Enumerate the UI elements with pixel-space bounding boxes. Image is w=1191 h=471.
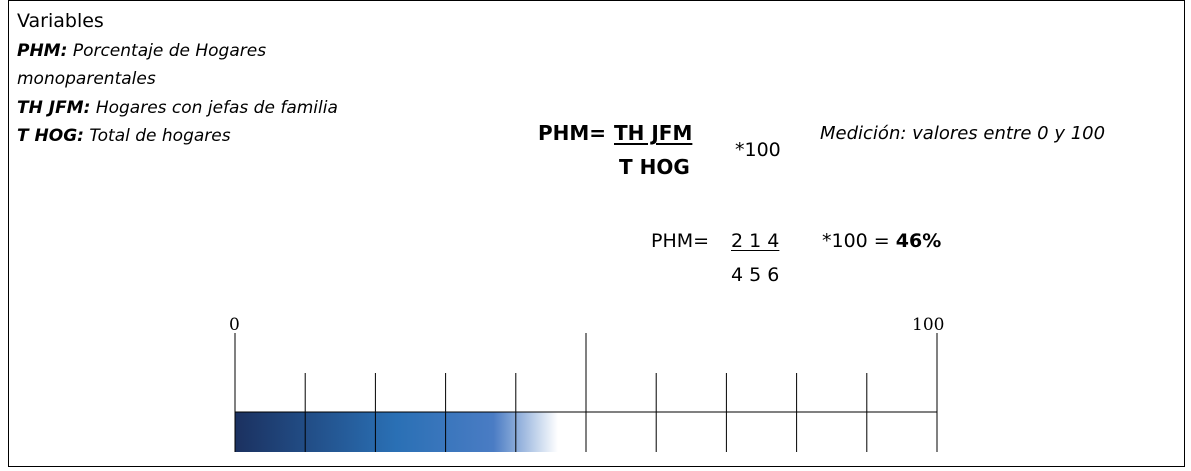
example-result: 46%: [895, 230, 942, 252]
variable-code: T HOG:: [17, 126, 84, 146]
variable-line-thjfm: TH JFM: Hogares con jefas de familia: [17, 98, 338, 118]
example-denominator: 4 5 6: [731, 264, 780, 286]
variable-line-phm: PHM: Porcentaje de Hogares: [17, 41, 266, 61]
example-multiplier: *100 =: [822, 230, 896, 252]
variable-desc: Total de hogares: [89, 126, 231, 146]
scale-max-label: 100: [912, 315, 945, 335]
variable-code: TH JFM:: [17, 98, 91, 118]
measurement-note: Medición: valores entre 0 y 100: [820, 123, 1106, 144]
scale-fill: [235, 412, 558, 452]
example-lhs: PHM=: [651, 230, 710, 252]
variable-line-thog: T HOG: Total de hogares: [17, 126, 231, 146]
formula-lhs: PHM=: [538, 121, 607, 145]
variable-code: PHM:: [17, 41, 68, 61]
scale-min-label: 0: [229, 315, 240, 335]
variables-title: Variables: [17, 10, 104, 32]
variable-desc: Hogares con jefas de familia: [95, 98, 338, 118]
example-result-line: *100 = 46%: [822, 230, 941, 252]
variable-desc: Porcentaje de Hogares: [72, 41, 267, 61]
formula-multiplier: *100: [735, 139, 781, 161]
formula-numerator: TH JFM: [614, 121, 693, 145]
variable-desc: monoparentales: [17, 69, 156, 89]
formula-denominator: T HOG: [619, 155, 690, 179]
variable-line-continuation: monoparentales: [17, 69, 156, 89]
example-numerator: 2 1 4: [731, 230, 780, 252]
diagram-frame: [8, 0, 1185, 467]
